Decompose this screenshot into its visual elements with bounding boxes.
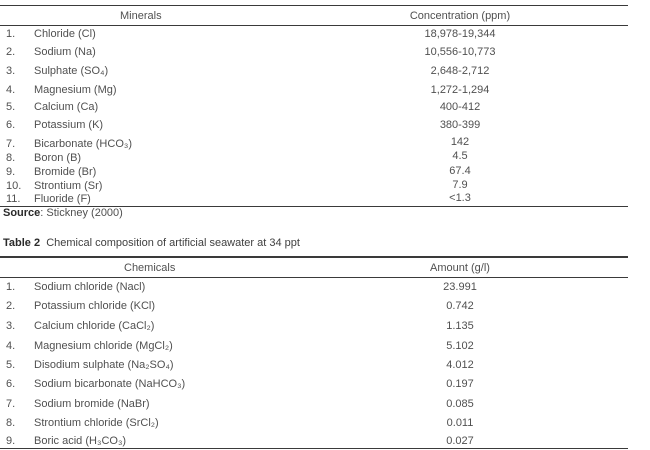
amount-value: 0.085 bbox=[446, 398, 474, 410]
row-number: 2. bbox=[6, 46, 16, 58]
mineral-name: Magnesium (Mg) bbox=[34, 84, 117, 96]
chemical-name: Sodium bicarbonate (NaHCO₃) bbox=[34, 378, 186, 390]
chemical-name: Strontium chloride (SrCl₂) bbox=[34, 417, 159, 429]
chemical-name: Potassium chloride (KCl) bbox=[34, 300, 156, 312]
chemical-name: Sodium chloride (Nacl) bbox=[34, 281, 146, 293]
concentration-value: 18,978-19,344 bbox=[424, 28, 496, 40]
row-number: 6. bbox=[6, 378, 16, 390]
row-number: 7. bbox=[6, 398, 16, 410]
row-number: 2. bbox=[6, 300, 16, 312]
table2-header-amount: Amount (g/l) bbox=[430, 262, 490, 274]
table1-top-rule bbox=[0, 5, 628, 6]
row-number: 1. bbox=[6, 28, 16, 40]
chemical-name: Boric acid (H₃CO₃) bbox=[34, 435, 127, 447]
row-number: 9. bbox=[6, 166, 16, 178]
mineral-name: Calcium (Ca) bbox=[34, 101, 99, 113]
row-number: 1. bbox=[6, 281, 16, 293]
row-number: 3. bbox=[6, 320, 16, 332]
concentration-value: 1,272-1,294 bbox=[430, 84, 490, 96]
concentration-value: 10,556-10,773 bbox=[424, 46, 496, 58]
table2-caption-text: Chemical composition of artificial seawa… bbox=[46, 237, 300, 249]
amount-value: 0.742 bbox=[446, 300, 474, 312]
table2-top-rule bbox=[0, 256, 628, 258]
concentration-value: <1.3 bbox=[449, 192, 471, 204]
mineral-name: Potassium (K) bbox=[34, 119, 104, 131]
row-number: 11. bbox=[6, 193, 21, 205]
row-number: 9. bbox=[6, 435, 16, 447]
concentration-value: 380-399 bbox=[439, 119, 481, 131]
table1-source-note: Source: Stickney (2000) bbox=[3, 207, 123, 219]
table1-header-concentration: Concentration (ppm) bbox=[409, 10, 511, 22]
mineral-name: Sodium (Na) bbox=[34, 46, 96, 58]
source-text: : Stickney (2000) bbox=[40, 207, 123, 219]
chemical-name: Calcium chloride (CaCl₂) bbox=[34, 320, 155, 332]
row-number: 4. bbox=[6, 340, 16, 352]
mineral-name: Bromide (Br) bbox=[34, 166, 97, 178]
row-number: 8. bbox=[6, 152, 16, 164]
concentration-value: 400-412 bbox=[439, 101, 481, 113]
row-number: 4. bbox=[6, 84, 16, 96]
amount-value: 23.991 bbox=[443, 281, 477, 293]
chemical-name: Magnesium chloride (MgCl₂) bbox=[34, 340, 173, 352]
amount-value: 0.027 bbox=[446, 435, 474, 447]
concentration-value: 7.9 bbox=[452, 179, 468, 191]
concentration-value: 142 bbox=[450, 136, 470, 148]
chemical-name: Disodium sulphate (Na₂SO₄) bbox=[34, 359, 174, 371]
amount-value: 0.011 bbox=[446, 417, 474, 429]
mineral-name: Sulphate (SO₄) bbox=[34, 65, 109, 77]
mineral-name: Strontium (Sr) bbox=[34, 180, 103, 192]
concentration-value: 67.4 bbox=[449, 165, 471, 177]
table2-header-chemicals: Chemicals bbox=[124, 262, 176, 274]
source-label: Source bbox=[3, 207, 41, 219]
concentration-value: 4.5 bbox=[452, 150, 468, 162]
row-number: 6. bbox=[6, 119, 16, 131]
amount-value: 4.012 bbox=[446, 359, 474, 371]
mineral-name: Boron (B) bbox=[34, 152, 82, 164]
concentration-value: 2,648-2,712 bbox=[430, 65, 490, 77]
row-number: 8. bbox=[6, 417, 16, 429]
row-number: 5. bbox=[6, 359, 16, 371]
row-number: 5. bbox=[6, 101, 16, 113]
mineral-name: Bicarbonate (HCO₃) bbox=[34, 138, 133, 150]
table2-header-rule bbox=[0, 277, 628, 278]
mineral-name: Chloride (Cl) bbox=[34, 28, 96, 40]
row-number: 3. bbox=[6, 65, 16, 77]
mineral-name: Fluoride (F) bbox=[34, 193, 91, 205]
amount-value: 1.135 bbox=[446, 320, 474, 332]
amount-value: 5.102 bbox=[446, 340, 474, 352]
table1-header-minerals: Minerals bbox=[120, 10, 162, 22]
table1-header-rule bbox=[0, 25, 628, 26]
row-number: 7. bbox=[6, 138, 16, 150]
amount-value: 0.197 bbox=[446, 378, 474, 390]
table2-caption-label: Table 2 bbox=[3, 237, 41, 249]
row-number: 10. bbox=[6, 180, 22, 192]
chemical-name: Sodium bromide (NaBr) bbox=[34, 398, 150, 410]
table2-bottom-rule bbox=[0, 448, 628, 449]
table2-caption: Table 2 Chemical composition of artifici… bbox=[3, 237, 300, 249]
table1-bottom-rule bbox=[0, 206, 628, 207]
